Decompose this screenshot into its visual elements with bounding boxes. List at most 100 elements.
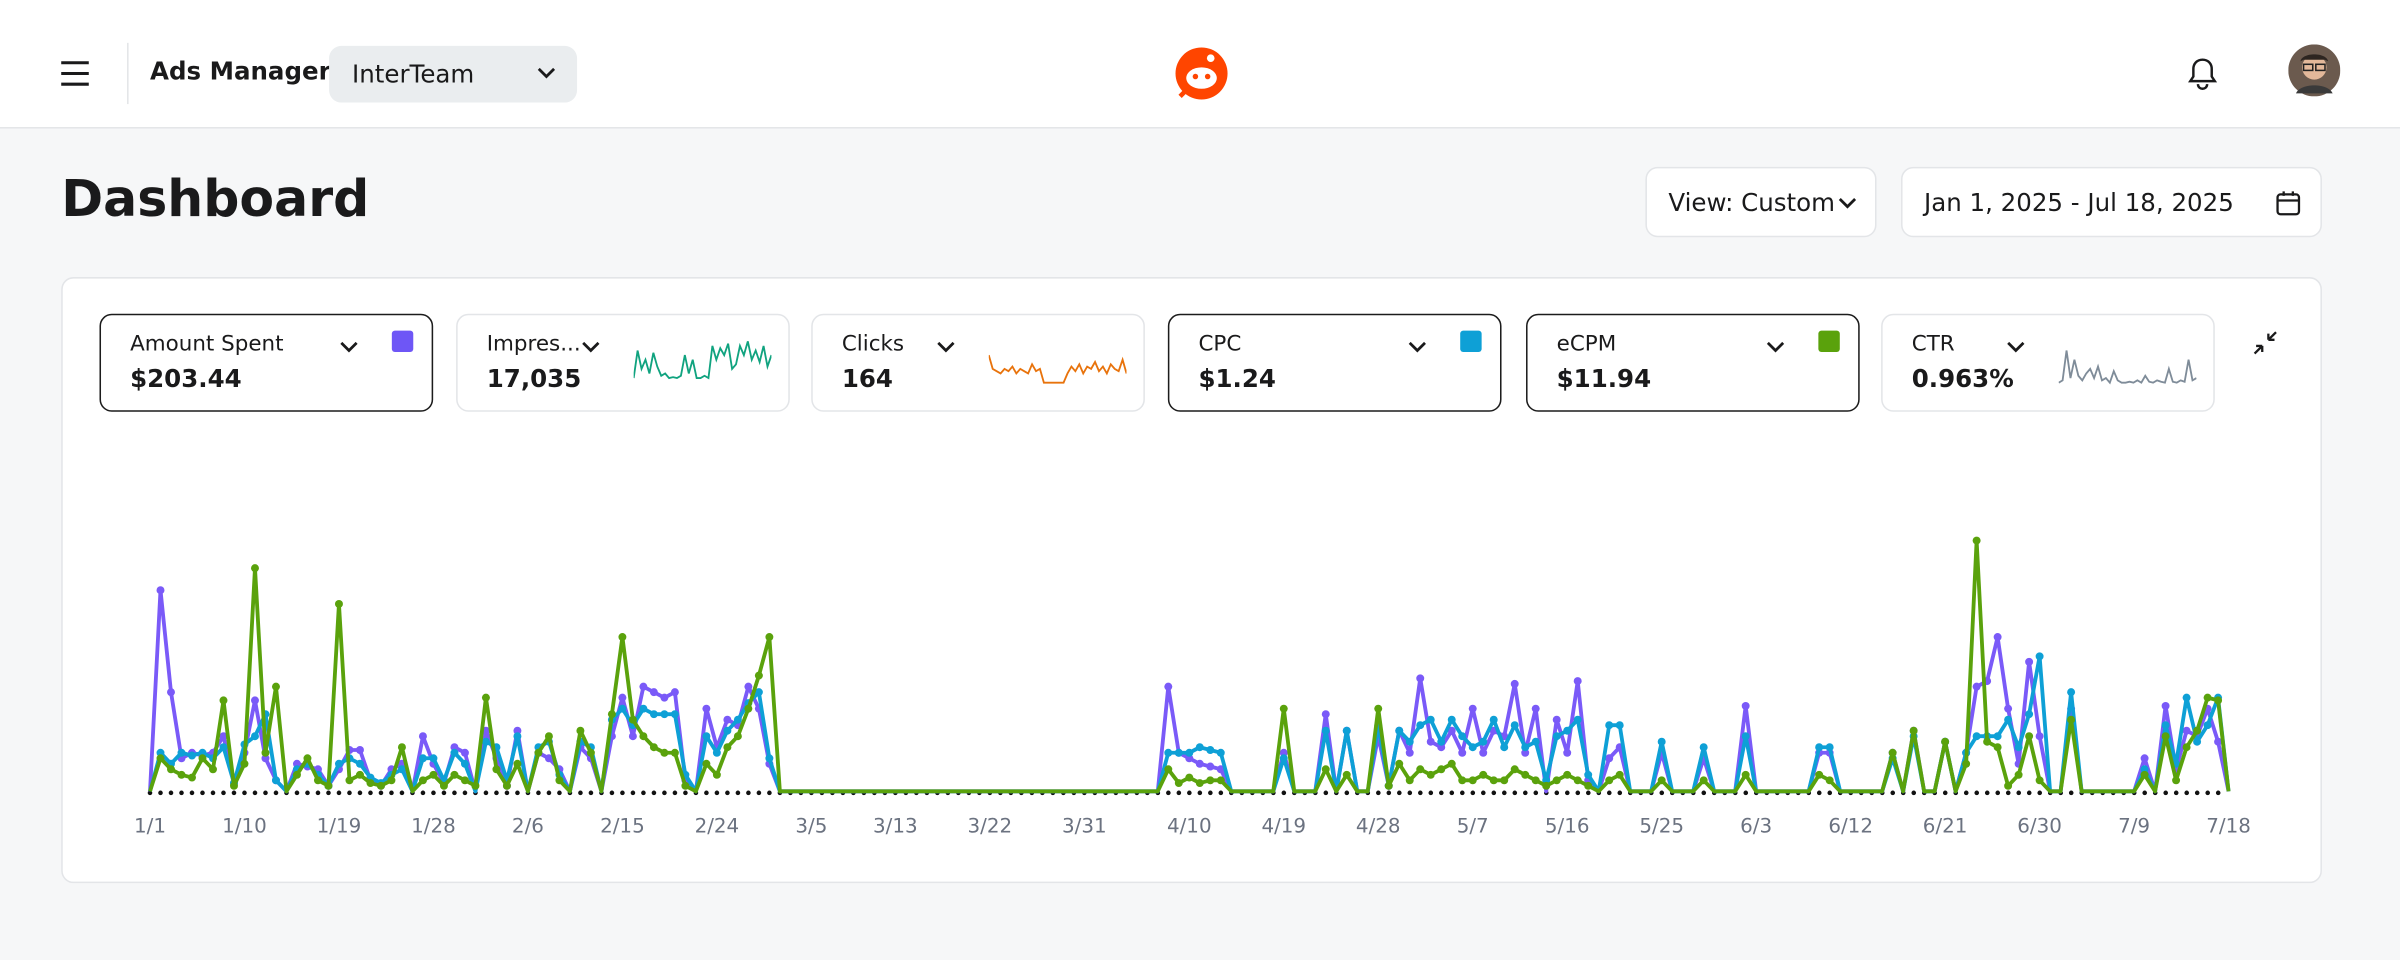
x-tick-label: 4/10 [1167,815,1212,838]
data-point [376,781,385,790]
data-point [1552,715,1561,724]
data-point [502,781,511,790]
sparkline [2058,350,2197,385]
data-point [1962,759,1971,768]
x-tick-label: 5/25 [1639,815,1684,838]
logo[interactable] [1172,44,1230,102]
data-point [1374,704,1383,713]
data-point [1164,765,1173,774]
view-label: View: Custom [1668,187,1836,217]
x-tick-label: 5/7 [1457,815,1489,838]
data-point [712,748,721,757]
data-point [1437,743,1446,752]
data-point [355,770,364,779]
data-point [2182,693,2191,702]
data-point [765,633,774,642]
data-point [723,715,732,724]
data-point [1458,776,1467,785]
data-point [2035,732,2044,741]
metric-card[interactable]: CTR 0.963% [1881,313,2215,412]
page-title: Dashboard [61,168,370,229]
chevron [1838,198,1857,209]
data-point [544,754,553,763]
series-line [148,654,2231,794]
notifications[interactable] [2186,55,2220,92]
data-point [1395,759,1404,768]
data-point [1206,746,1215,754]
data-point [250,696,259,705]
data-point [1510,721,1519,730]
data-point [292,770,301,779]
data-point [450,743,459,752]
data-point [250,732,259,741]
data-point [2203,693,2212,702]
color-swatch [1460,330,1482,353]
data-point [681,781,690,790]
chevron [537,67,556,79]
data-point [723,726,732,735]
data-point [1584,781,1593,790]
menu-button[interactable] [58,58,92,89]
metric-card[interactable]: CPC $1.24 [1167,313,1502,412]
data-point [1185,748,1194,757]
account-name: InterTeam [352,59,475,89]
collapse-button[interactable] [2250,328,2281,359]
data-point [2214,696,2223,705]
date-range-picker[interactable]: Jan 1, 2025 - Jul 18, 2025 [1901,166,2322,238]
calendar-icon [2276,191,2301,216]
data-point [1983,737,1992,746]
sparkline [988,354,1127,384]
metric-card[interactable]: eCPM $11.94 [1526,313,1860,412]
chevron-path [340,341,358,353]
x-tick-label: 2/15 [600,815,645,838]
data-point [271,682,280,691]
metric-card[interactable]: Impres... 17,035 [456,313,790,412]
data-point [1321,765,1330,774]
data-point [1815,770,1824,779]
data-point [733,732,742,741]
data-point [1185,754,1194,763]
data-point [1825,743,1834,752]
data-point [1416,765,1425,774]
data-point [261,748,270,757]
data-point [670,688,679,697]
metric-value: $203.44 [130,364,242,394]
avatar[interactable] [2288,44,2341,97]
metric-card[interactable]: Clicks 164 [811,313,1145,412]
data-point [1489,715,1498,724]
data-point [156,748,165,757]
data-point [1206,776,1215,785]
x-tick-label: 1/19 [317,815,362,838]
data-point [230,781,238,790]
data-point [1500,776,1509,785]
data-point [1941,737,1950,746]
data-point [1479,770,1488,779]
data-point [1972,536,1981,545]
data-point [1426,770,1435,779]
data-point [460,759,469,768]
data-point [2014,743,2023,752]
view-select[interactable]: View: Custom [1645,166,1877,238]
data-point [429,770,438,779]
data-point [2193,726,2202,735]
data-point [2004,781,2013,790]
app-name: Ads Manager [149,56,331,86]
data-point [618,693,627,702]
sparkline-line [2058,350,2197,385]
metric-label: Clicks [841,332,905,357]
metric-label: eCPM [1556,332,1617,357]
data-point [555,776,564,785]
data-point [198,754,207,763]
metric-value: $1.24 [1198,364,1276,394]
x-tick-label: 4/19 [1261,815,1306,838]
metric-value: 0.963% [1911,364,2014,394]
metric-card[interactable]: Amount Spent $203.44 [99,313,434,412]
data-point [1458,748,1467,757]
data-point [1741,770,1750,779]
data-point [1174,748,1183,757]
data-point [618,633,627,642]
account-select[interactable]: InterTeam [329,45,578,103]
data-point [1531,704,1540,713]
data-point [271,776,280,785]
data-point [1174,779,1183,788]
